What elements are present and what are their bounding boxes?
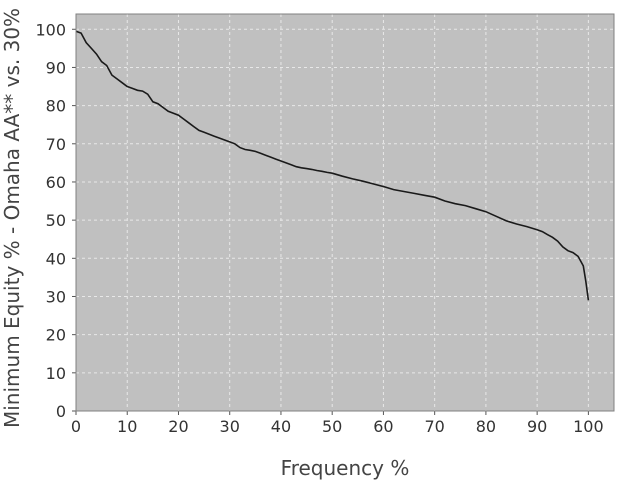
series-line xyxy=(75,30,590,301)
plot-frame xyxy=(75,13,615,412)
y-tick-label: 100 xyxy=(35,20,66,39)
y-tick-label: 80 xyxy=(46,97,66,116)
grid-lines xyxy=(76,14,614,411)
plot-area xyxy=(76,14,614,411)
y-tick-label: 0 xyxy=(56,402,66,421)
x-axis-ticks: 0 10 20 30 40 50 60 70 80 90 100 xyxy=(71,411,604,436)
y-tick-label: 10 xyxy=(46,364,66,383)
y-axis-title: Minimum Equity % - Omaha AA** vs. 30% xyxy=(0,8,24,428)
x-tick-label: 50 xyxy=(322,417,342,436)
x-tick-label: 90 xyxy=(527,417,547,436)
y-tick-label: 90 xyxy=(46,58,66,77)
x-tick-label: 100 xyxy=(573,417,604,436)
y-tick-label: 40 xyxy=(46,249,66,268)
x-tick-label: 20 xyxy=(168,417,188,436)
x-axis-title: Frequency % xyxy=(281,456,410,480)
x-tick-label: 60 xyxy=(373,417,393,436)
y-tick-label: 70 xyxy=(46,135,66,154)
y-tick-label: 50 xyxy=(46,211,66,230)
x-tick-label: 80 xyxy=(476,417,496,436)
x-tick-label: 10 xyxy=(117,417,137,436)
x-tick-label: 40 xyxy=(271,417,291,436)
x-tick-label: 30 xyxy=(220,417,240,436)
y-axis-ticks: 0 10 20 30 40 50 60 70 80 90 100 xyxy=(35,20,76,421)
y-tick-label: 20 xyxy=(46,326,66,345)
x-tick-label: 0 xyxy=(71,417,81,436)
y-tick-label: 30 xyxy=(46,287,66,306)
x-tick-label: 70 xyxy=(424,417,444,436)
y-tick-label: 60 xyxy=(46,173,66,192)
